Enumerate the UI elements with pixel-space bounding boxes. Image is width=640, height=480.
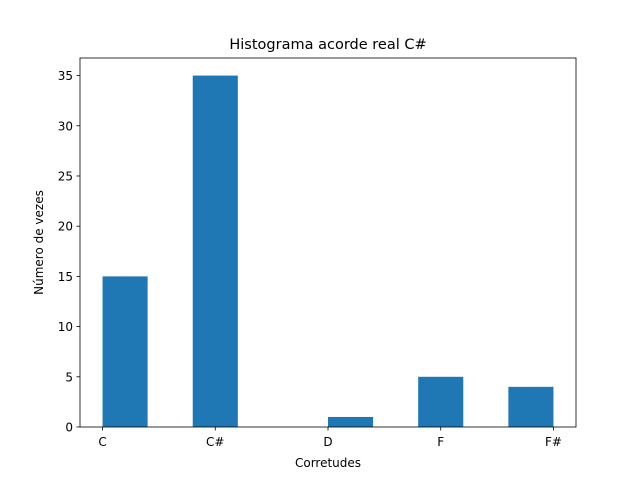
x-tick-label: D <box>323 435 332 449</box>
bars-group <box>102 75 554 428</box>
y-tick-label: 25 <box>58 169 73 183</box>
chart-title: Histograma acorde real C# <box>229 37 426 53</box>
bar-1 <box>192 75 238 428</box>
bar-4 <box>508 386 554 427</box>
y-axis: 0 5 10 15 20 25 30 35 <box>58 69 80 435</box>
y-tick-label: 0 <box>65 421 73 435</box>
x-tick-label: C <box>98 435 106 449</box>
x-axis-title: Corretudes <box>295 456 361 470</box>
y-tick-label: 30 <box>58 119 73 133</box>
x-tick-label: F# <box>545 435 562 449</box>
x-tick-label: C# <box>206 435 224 449</box>
y-tick-label: 35 <box>58 69 73 83</box>
x-tick-label: F <box>437 435 444 449</box>
bar-2 <box>328 416 374 427</box>
y-tick-label: 5 <box>65 370 73 384</box>
x-axis: C C# D F F# <box>98 427 562 449</box>
y-tick-label: 20 <box>58 220 73 234</box>
y-axis-title: Número de vezes <box>32 190 46 295</box>
bar-3 <box>418 376 464 427</box>
y-tick-label: 15 <box>58 270 73 284</box>
y-tick-label: 10 <box>58 320 73 334</box>
bar-0 <box>102 276 148 427</box>
plot-frame <box>79 57 577 428</box>
